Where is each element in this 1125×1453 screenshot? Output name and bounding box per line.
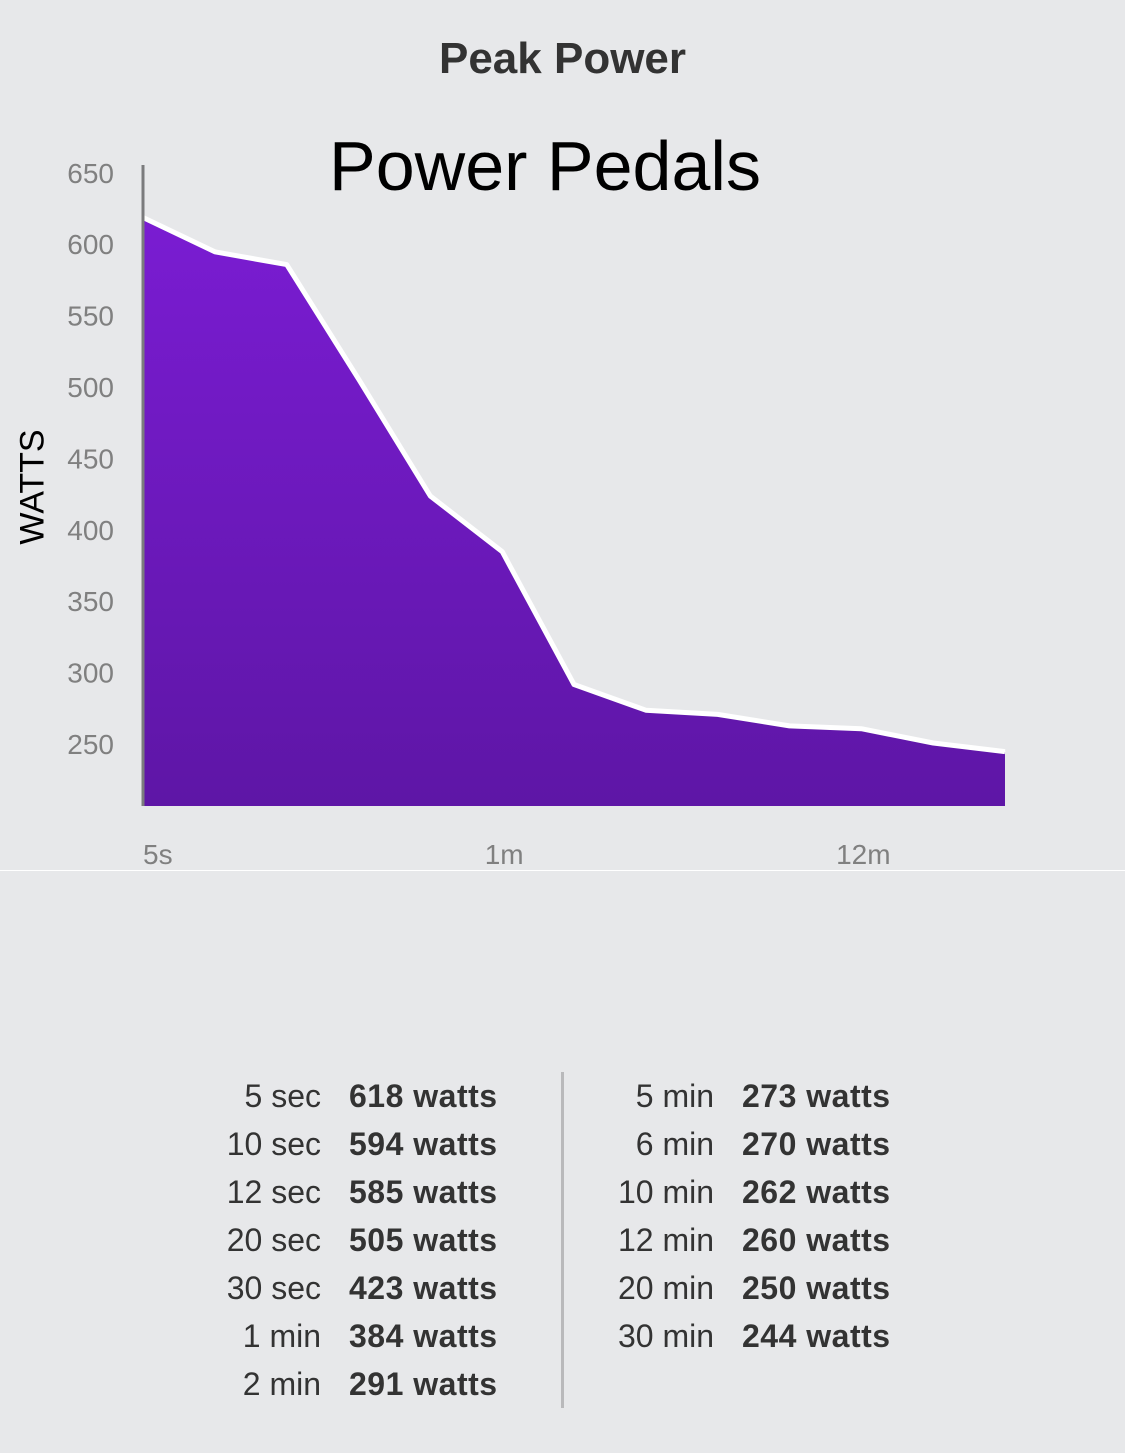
stat-duration: 5 min [635, 1078, 714, 1114]
stat-row: 2 min 291 watts [0, 1360, 497, 1408]
stat-row: 1 min 384 watts [0, 1312, 497, 1360]
stat-row: 5 min 273 watts [0, 1072, 890, 1120]
stat-row: 20 sec 505 watts [0, 1216, 497, 1264]
stat-row: 12 min 260 watts [0, 1216, 890, 1264]
stat-duration: 6 min [635, 1126, 714, 1162]
stat-row: 30 sec 423 watts [0, 1264, 497, 1312]
data-point [860, 728, 862, 730]
stat-value: 423 watts [349, 1270, 498, 1306]
y-tick-label: 650 [67, 158, 114, 189]
y-tick-label: 450 [67, 443, 114, 474]
stat-duration: 20 min [617, 1270, 714, 1306]
stat-row: 6 min 270 watts [0, 1120, 890, 1168]
stat-duration: 12 sec [226, 1174, 321, 1210]
section-divider [0, 870, 1125, 871]
stat-duration: 30 min [617, 1318, 714, 1354]
column-divider [561, 1072, 564, 1408]
stat-duration: 5 sec [244, 1078, 321, 1114]
stat-value: 594 watts [349, 1126, 498, 1162]
x-tick-label: 1m [485, 839, 524, 870]
stat-row: 20 min 250 watts [0, 1264, 890, 1312]
x-tick-label: 12m [836, 839, 890, 870]
y-tick-label: 600 [67, 229, 114, 260]
data-point [286, 264, 288, 266]
y-tick-label: 250 [67, 729, 114, 760]
data-point [789, 725, 790, 727]
y-tick-label: 350 [67, 586, 114, 617]
stat-value: 273 watts [742, 1078, 891, 1114]
area-fill [143, 217, 1005, 806]
stat-row: 10 min 262 watts [0, 1168, 890, 1216]
stat-row: 12 sec 585 watts [0, 1168, 497, 1216]
data-point [645, 709, 647, 711]
data-point [501, 551, 503, 553]
stat-duration: 10 min [617, 1174, 714, 1210]
page-title: Peak Power [438, 34, 687, 83]
stat-value: 585 watts [349, 1174, 498, 1210]
stat-duration: 1 min [242, 1318, 321, 1354]
data-point [214, 251, 216, 253]
stat-value: 291 watts [349, 1366, 498, 1402]
y-tick-label: 300 [67, 658, 114, 689]
y-tick-label: 500 [67, 372, 114, 403]
data-point [429, 495, 431, 497]
chart-title: Power Pedals [329, 127, 761, 205]
stat-value: 384 watts [349, 1318, 498, 1354]
data-point [358, 378, 359, 380]
stat-duration: 30 sec [226, 1270, 321, 1306]
stat-value: 505 watts [349, 1222, 498, 1258]
stat-row: 10 sec 594 watts [0, 1120, 497, 1168]
stat-duration: 10 sec [226, 1126, 321, 1162]
stat-value: 270 watts [742, 1126, 891, 1162]
stat-row: 30 min 244 watts [0, 1312, 890, 1360]
stat-value: 262 watts [742, 1174, 891, 1210]
stat-value: 618 watts [349, 1078, 498, 1114]
data-point [1004, 751, 1006, 753]
stat-duration: 2 min [242, 1366, 321, 1402]
y-tick-label: 550 [67, 301, 114, 332]
stat-value: 244 watts [742, 1318, 891, 1354]
stat-duration: 20 sec [226, 1222, 321, 1258]
x-tick-label: 5s [143, 839, 173, 870]
stat-row: 5 sec 618 watts [0, 1072, 498, 1120]
data-point [717, 713, 719, 715]
y-tick-label: 400 [67, 515, 114, 546]
peak-power-chart: 250 300 350 400 450 500 550 600 650 5s 1m 12m [67, 158, 1006, 870]
stat-duration: 12 min [617, 1222, 714, 1258]
stat-value: 250 watts [742, 1270, 891, 1306]
data-point [573, 683, 575, 685]
data-point [932, 742, 934, 744]
stat-value: 260 watts [742, 1222, 891, 1258]
